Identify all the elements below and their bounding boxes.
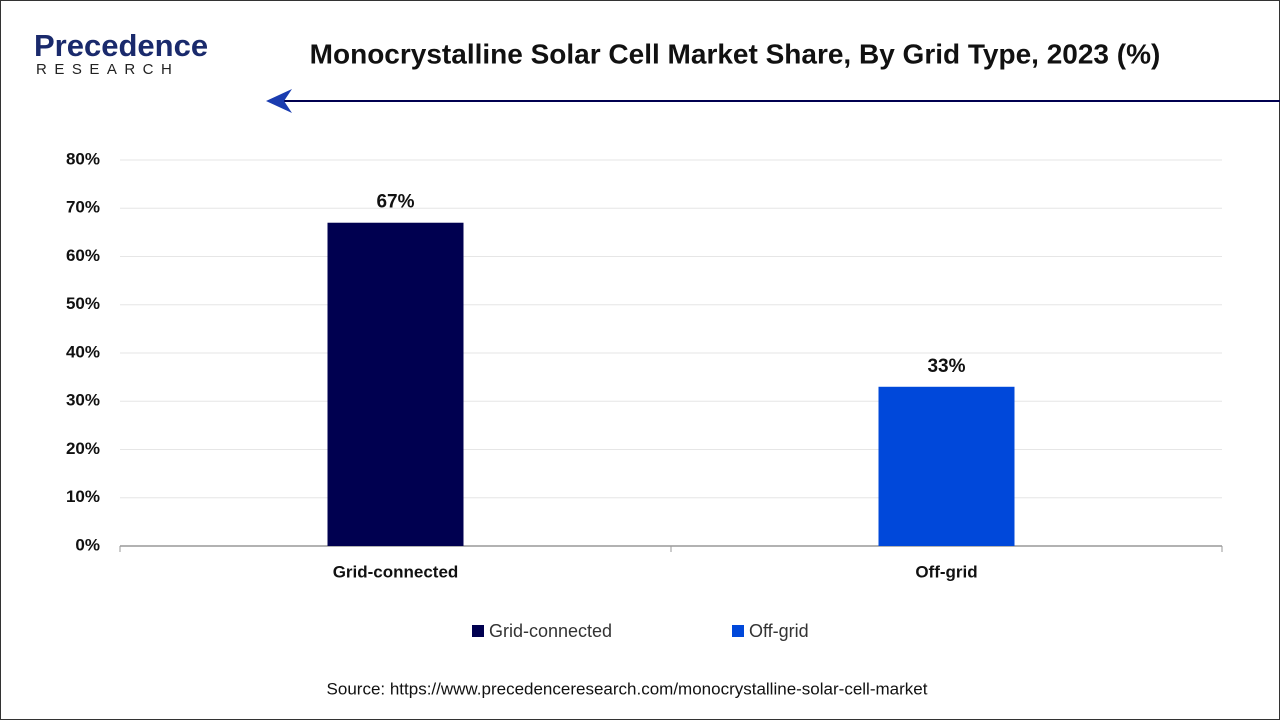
y-tick-label: 30% [66,391,100,410]
chart-title: Monocrystalline Solar Cell Market Share,… [310,38,1161,69]
x-tick-label: Off-grid [915,562,977,581]
legend-swatch [472,625,484,637]
logo-tagline: RESEARCH [36,61,179,78]
y-tick-label: 0% [75,535,100,554]
x-tick-label: Grid-connected [333,562,459,581]
y-tick-label: 10% [66,487,100,506]
logo-name: Precedence [34,28,208,63]
y-tick-label: 20% [66,439,100,458]
value-label: 67% [376,192,414,213]
bar [878,386,1015,546]
header-arrow [266,89,292,113]
value-label: 33% [927,356,965,377]
legend-label: Grid-connected [489,621,612,641]
y-tick-label: 80% [66,149,100,168]
y-tick-label: 40% [66,342,100,361]
bar [327,222,464,546]
y-tick-label: 70% [66,198,100,217]
source: Source: https://www.precedenceresearch.c… [327,679,928,698]
y-tick-label: 60% [66,246,100,265]
legend-swatch [732,625,744,637]
y-tick-label: 50% [66,294,100,313]
legend-label: Off-grid [749,621,809,641]
